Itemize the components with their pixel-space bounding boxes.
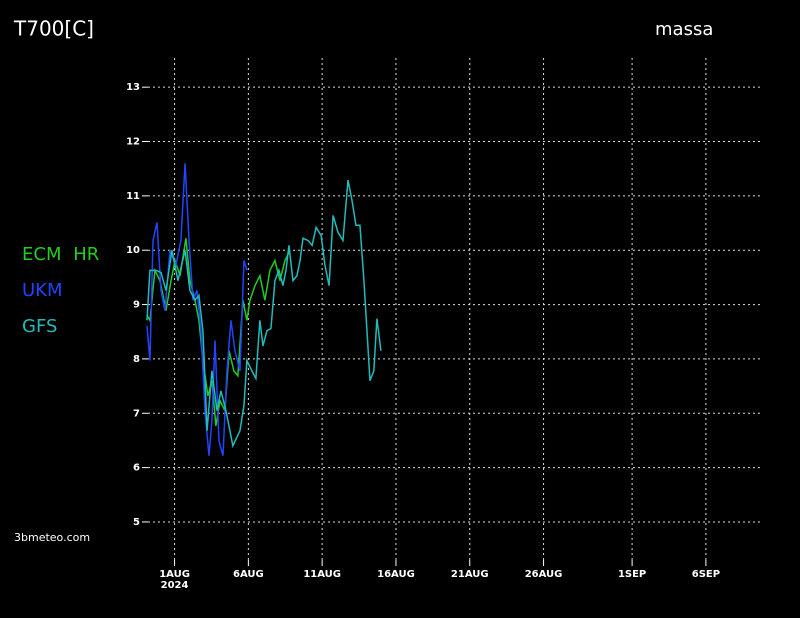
y-tick-label: 10: [126, 245, 140, 256]
x-tick-label: 16AUG: [377, 569, 415, 580]
series-line: [146, 179, 382, 449]
x-tick-label: 21AUG: [451, 569, 489, 580]
x-sublabel: 2024: [161, 580, 189, 591]
y-tick-label: 13: [126, 82, 140, 93]
x-tick-label: 1SEP: [618, 569, 646, 580]
location: massa: [655, 19, 713, 40]
series-line: [146, 163, 248, 456]
y-tick-label: 8: [133, 354, 140, 365]
source: 3bmeteo.com: [14, 531, 90, 544]
x-tick-label: 6SEP: [692, 569, 720, 580]
legend-entry: ECM HR: [22, 244, 99, 265]
y-tick-label: 12: [126, 137, 140, 148]
x-tick-label: 11AUG: [303, 569, 341, 580]
y-tick-label: 7: [133, 408, 140, 419]
x-tick-label: 26AUG: [525, 569, 563, 580]
y-tick-label: 9: [133, 300, 140, 311]
legend-entry: GFS: [22, 316, 57, 337]
x-tick-label: 1AUG: [159, 569, 190, 580]
chart-title: T700[C]: [13, 17, 94, 41]
x-tick-label: 6AUG: [233, 569, 264, 580]
legend-entry: UKM: [22, 280, 63, 301]
y-tick-label: 5: [133, 517, 140, 528]
y-tick-label: 11: [126, 191, 140, 202]
y-tick-label: 6: [133, 463, 140, 474]
